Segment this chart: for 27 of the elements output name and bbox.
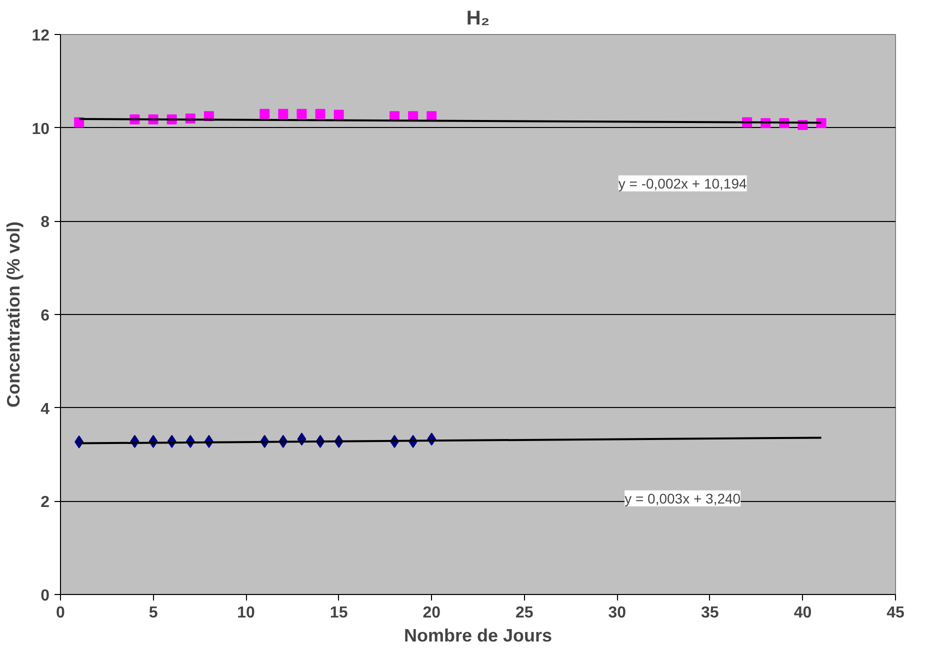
x-tick-label: 0 — [56, 604, 66, 622]
x-tick-label: 35 — [701, 604, 719, 622]
y-tick-label: 0 — [40, 588, 50, 604]
y-tick-label: 4 — [40, 400, 50, 418]
x-tick-label: 20 — [422, 604, 441, 622]
x-tick-label: 5 — [148, 604, 158, 622]
point — [278, 108, 288, 119]
point — [296, 108, 307, 119]
annotation: y = -0,002x + 10,194 — [618, 175, 747, 192]
annotation: y = 0,003x + 3,240 — [624, 490, 741, 506]
x-tick-label: 45 — [886, 604, 904, 622]
y-tick-label: 2 — [40, 494, 50, 512]
x-tick-label: 30 — [608, 604, 626, 622]
x-tick-label: 10 — [237, 604, 256, 622]
chart-title: H₂ — [466, 8, 490, 30]
point — [260, 108, 270, 119]
point — [334, 110, 344, 120]
x-tick-label: 40 — [794, 604, 812, 622]
y-tick-label: 10 — [32, 120, 50, 138]
point — [315, 108, 326, 119]
x-axis-title: Nombre de Jours — [404, 626, 552, 646]
y-tick-label: 6 — [40, 308, 50, 324]
x-tick-label: 25 — [515, 604, 534, 622]
y-tick-label: 12 — [32, 28, 50, 44]
x-tick-label: 15 — [330, 604, 348, 622]
y-axis-title: Concentration (% vol) — [4, 221, 24, 408]
y-tick-label: 8 — [40, 214, 50, 232]
